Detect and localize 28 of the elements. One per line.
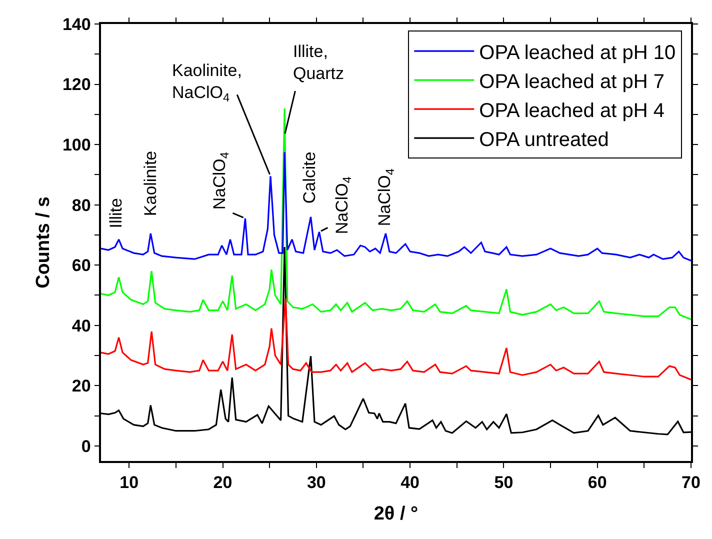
y-axis-title: Counts / s	[32, 196, 54, 288]
y-tick-label: 120	[62, 75, 91, 94]
x-tick-label: 40	[400, 473, 420, 492]
y-tick-label: 20	[72, 376, 91, 396]
y-tick-label: 40	[72, 316, 91, 336]
y-tick-label: 140	[62, 14, 91, 34]
y-tick-label: 80	[72, 196, 91, 215]
annotation: Kaolinite, NaClO$_{4}$	[172, 61, 242, 105]
legend-label: OPA untreated	[479, 128, 609, 151]
x-tick-label: 70	[682, 473, 700, 492]
x-axis-title: 2θ / °	[374, 503, 418, 524]
x-tick-label: 20	[213, 473, 232, 492]
line-series	[101, 151, 691, 262]
legend-label: OPA leached at pH 10	[479, 42, 676, 64]
legend-label: OPA leached at pH 4	[479, 100, 664, 122]
x-tick-label: 30	[306, 473, 326, 492]
line-series	[101, 297, 691, 380]
annotation: Illite	[106, 198, 126, 228]
x-tick-label: 10	[120, 473, 139, 492]
x-tick-label: 50	[494, 473, 514, 492]
annotation: Illite, Quartz	[293, 42, 344, 84]
x-tick-label: 60	[588, 473, 607, 492]
y-tick-label: 100	[62, 136, 91, 154]
y-tick-label: 60	[72, 256, 91, 276]
annotation: Calcite	[300, 152, 319, 204]
legend-label: OPA leached at pH 7	[479, 70, 664, 93]
y-tick-label: 0	[81, 436, 91, 456]
annotation: Kaolinite	[141, 150, 160, 216]
